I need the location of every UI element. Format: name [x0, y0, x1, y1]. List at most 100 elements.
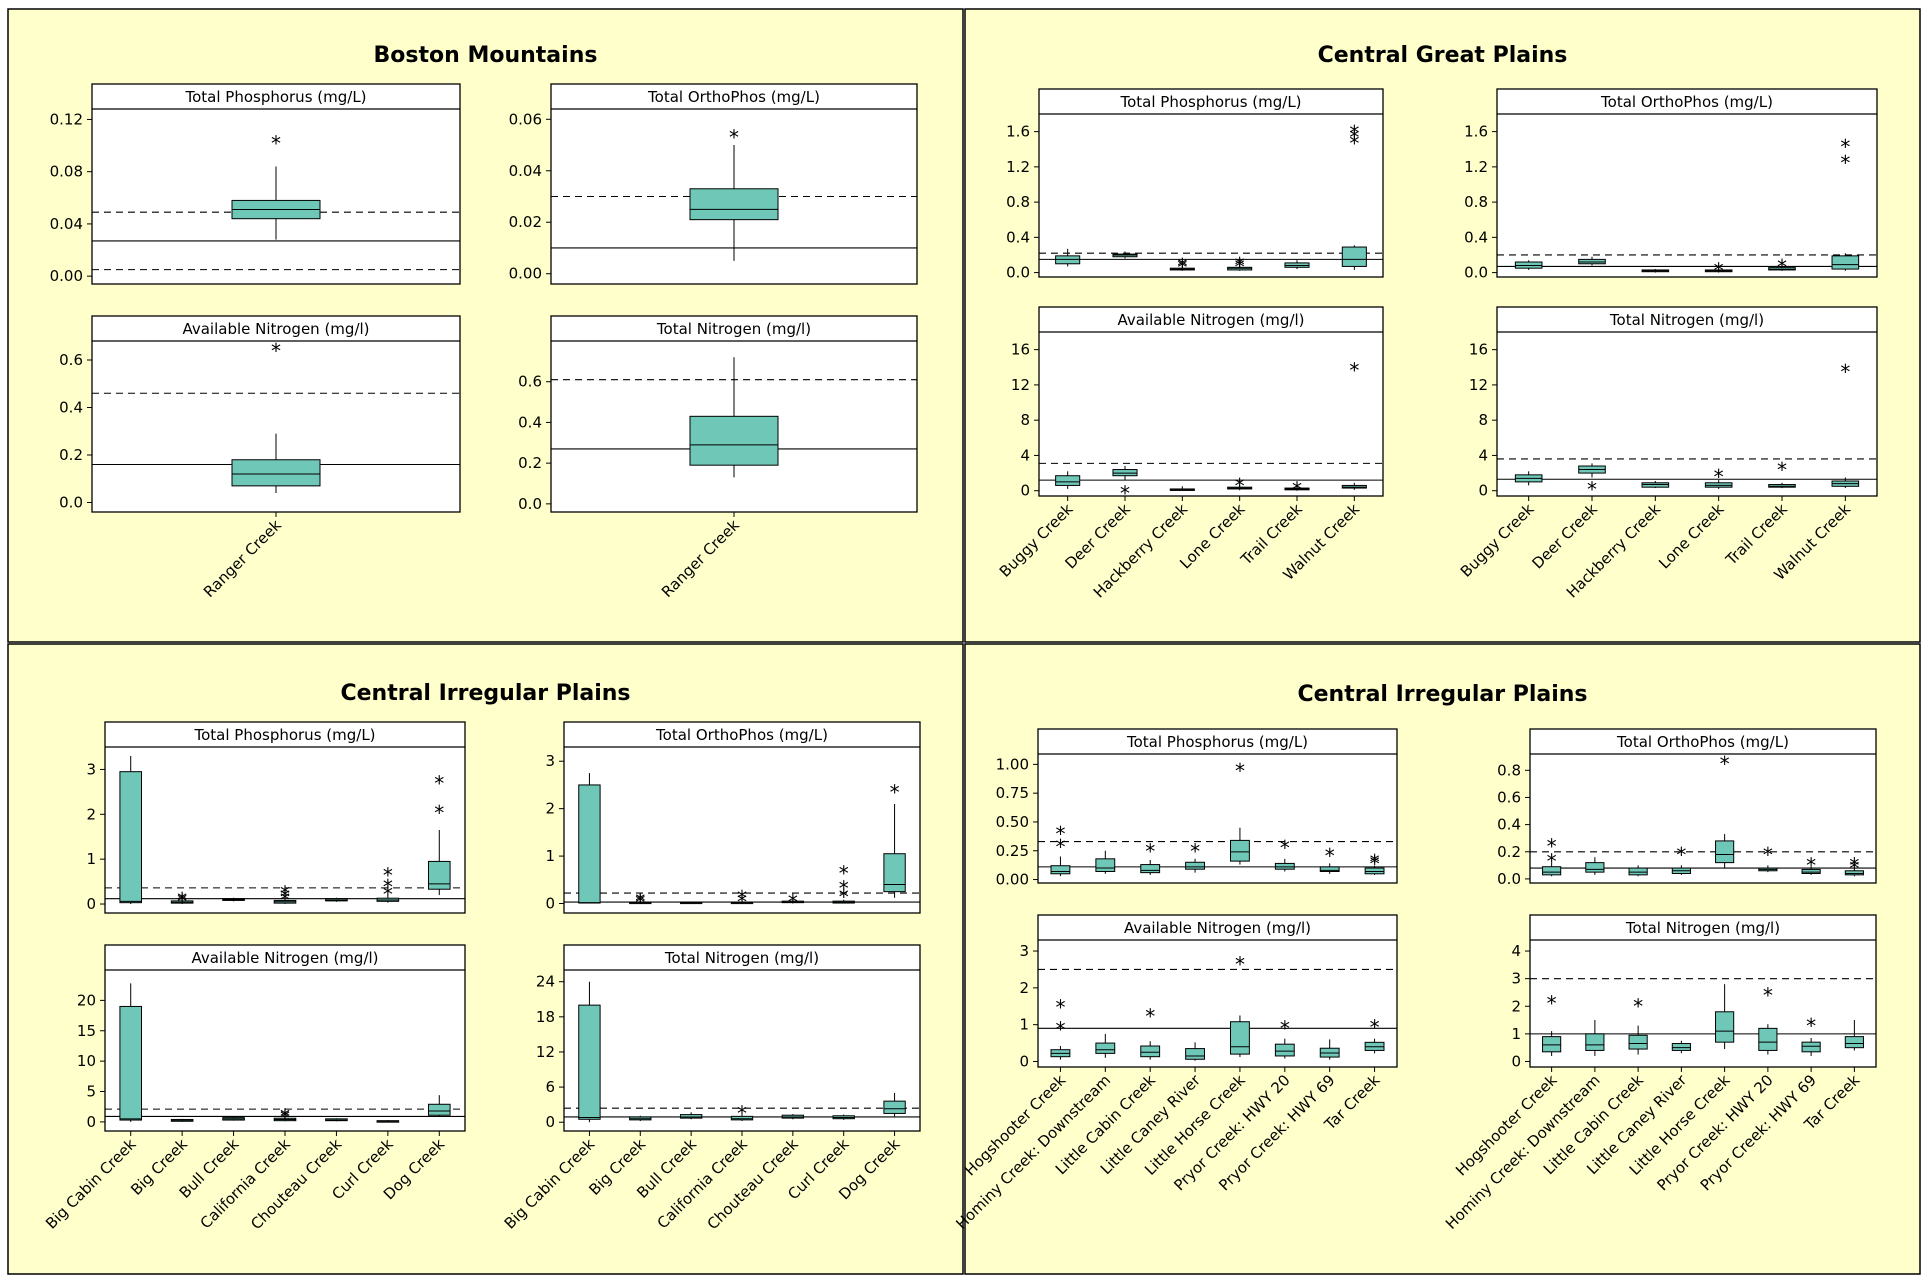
box-5: * [1715, 752, 1735, 869]
y-tick-label: 0.0 [59, 494, 83, 512]
box-1 [1055, 248, 1081, 267]
box-iqr [1801, 868, 1821, 874]
y-tick-label: 0.06 [509, 110, 542, 128]
box-1: ** [1050, 995, 1071, 1060]
outlier-marker: * [1714, 258, 1724, 282]
plot-border [1496, 88, 1878, 278]
subplot-title: Total Phosphorus (mg/L) [184, 88, 366, 106]
subplot-1: Total Phosphorus (mg/L) 0.00 0.04 0.08 0.12 * [50, 83, 461, 285]
y-tick-label: 4 [1478, 446, 1488, 464]
box-iqr [1831, 255, 1860, 270]
box-3 [1628, 865, 1648, 877]
outlier-marker: * [1763, 983, 1773, 1007]
outlier-marker: * [271, 339, 281, 363]
box-1: ** [1542, 835, 1562, 877]
y-tick-label: 12 [1011, 376, 1030, 394]
box-2: ** [629, 889, 652, 915]
y-tick-label: 1 [1019, 1016, 1029, 1034]
box-5: * [1284, 477, 1310, 501]
outlier-marker: * [1145, 1005, 1155, 1029]
y-tick-label: 24 [536, 973, 555, 991]
outlier-marker: * [1190, 839, 1200, 863]
plot-area [1497, 307, 1877, 496]
y-tick-label: 1.2 [1006, 158, 1030, 176]
y-tick-label: 0.02 [509, 213, 542, 231]
y-tick-label: 16 [1011, 341, 1030, 359]
box-iqr [1055, 475, 1081, 486]
box-6 [376, 1120, 400, 1123]
box-4: * [1704, 258, 1733, 282]
subplot-title: Available Nitrogen (mg/l) [1117, 311, 1304, 329]
box-iqr [1274, 1043, 1295, 1057]
y-tick-label: 0.04 [509, 162, 542, 180]
plot-border [1529, 728, 1877, 884]
y-tick-label: 0.75 [996, 784, 1029, 802]
outlier-marker: * [1349, 131, 1359, 155]
box-iqr [883, 853, 906, 893]
plot-border [1037, 914, 1398, 1068]
box-iqr [231, 459, 321, 487]
box-2 [1095, 1033, 1116, 1058]
plot-area [1530, 915, 1876, 1067]
box-3 [222, 1116, 245, 1121]
y-tick-label: 2 [86, 805, 96, 823]
plot-area [1530, 729, 1876, 883]
quadrant-1: Boston Mountains Total Phosphorus (mg/L) 0… [7, 8, 964, 643]
y-tick-label: 0.4 [1006, 228, 1030, 246]
box-iqr [679, 1114, 703, 1119]
box-iqr [1230, 839, 1250, 862]
outlier-marker: * [737, 890, 747, 914]
box-iqr [1671, 1043, 1691, 1051]
box-iqr [1715, 840, 1735, 864]
outlier-marker: * [1055, 835, 1065, 859]
outlier-marker: * [1806, 854, 1816, 878]
y-tick-label: 0.8 [1464, 193, 1488, 211]
y-tick-label: 1 [86, 850, 96, 868]
outlier-marker: * [1370, 1016, 1380, 1040]
plot-area [105, 945, 465, 1131]
box-iqr [1140, 1045, 1161, 1058]
box-7: * [1801, 854, 1821, 878]
box-iqr [1585, 862, 1605, 873]
y-tick-label: 0.4 [1497, 816, 1521, 834]
y-tick-label: 0.25 [996, 842, 1029, 860]
outlier-marker: * [729, 126, 739, 150]
box-iqr [1844, 870, 1864, 876]
box-iqr [578, 1004, 601, 1120]
y-tick-label: 0.2 [518, 454, 542, 472]
box-3: * [1140, 839, 1161, 875]
y-tick-label: 12 [536, 1043, 555, 1061]
box-3: * [1140, 1005, 1161, 1060]
box-iqr [1095, 1042, 1116, 1054]
box-5 [1284, 260, 1310, 270]
subplot-title: Total OrthoPhos (mg/L) [1616, 733, 1789, 751]
box-3: * [1628, 995, 1648, 1055]
box-4: * [730, 1102, 754, 1126]
plot-border [1496, 306, 1878, 497]
quadrant-title: Central Irregular Plains [1297, 682, 1587, 707]
box-1 [578, 981, 601, 1123]
y-tick-label: 15 [77, 1022, 96, 1040]
box-8 [1844, 1020, 1864, 1051]
y-tick-label: 0.00 [509, 265, 542, 283]
box-2 [1578, 256, 1606, 266]
outlier-marker: * [177, 888, 187, 912]
box-6: *** [832, 861, 855, 909]
y-tick-label: 1.2 [1464, 158, 1488, 176]
subplot-1: Total Phosphorus (mg/L) 0.00 0.25 0.50 0.75 1… [996, 728, 1398, 889]
y-tick-label: 0 [86, 1113, 96, 1131]
y-tick-label: 18 [536, 1008, 555, 1026]
plot-area [564, 945, 920, 1131]
box-iqr [1341, 246, 1367, 267]
box-4: * [1704, 465, 1733, 489]
box-5: * [1768, 458, 1796, 489]
outlier-marker: * [1235, 253, 1245, 277]
box-7 [1319, 1039, 1340, 1060]
quadrant-title: Central Irregular Plains [340, 681, 630, 706]
outlier-marker: * [271, 131, 281, 155]
box-iqr [1585, 1033, 1605, 1051]
box-iqr [1050, 865, 1071, 875]
outlier-marker: * [635, 889, 645, 913]
